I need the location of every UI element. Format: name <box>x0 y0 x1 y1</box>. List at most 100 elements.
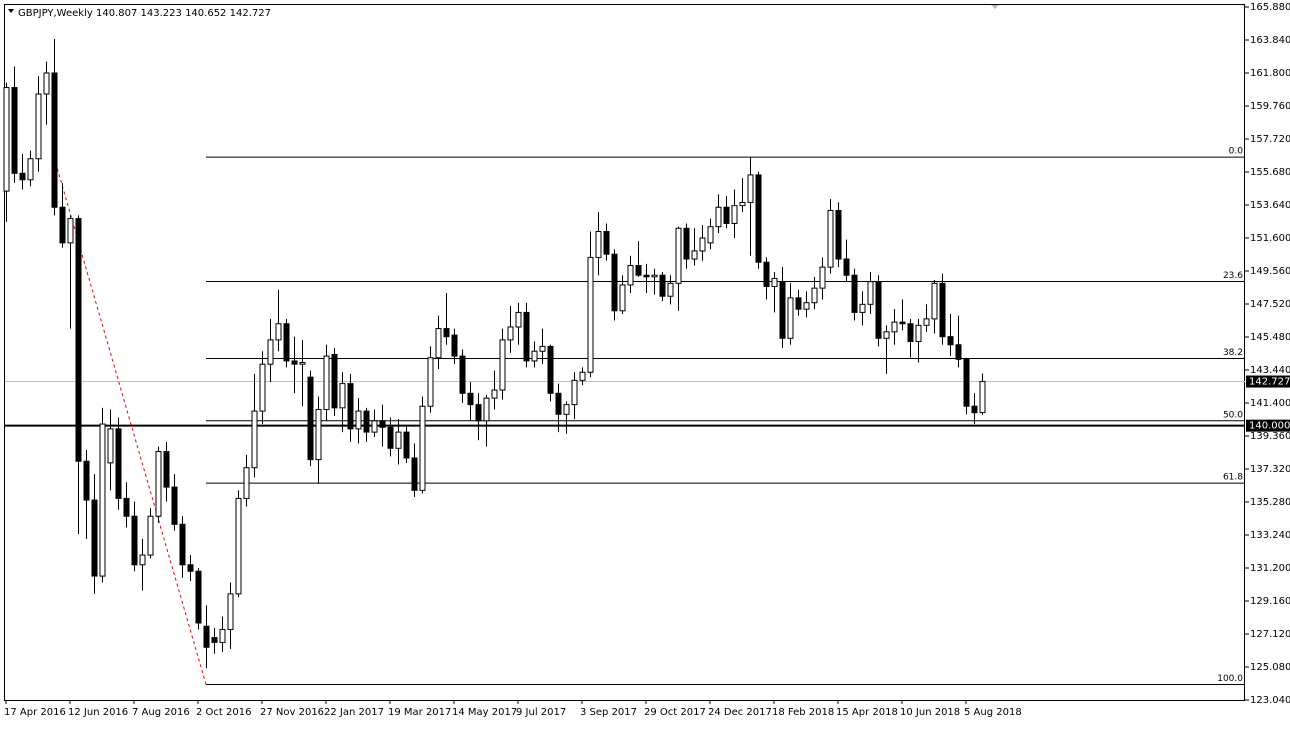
candle-body <box>307 376 314 461</box>
candle-body <box>115 428 122 499</box>
x-tick-label: 19 Mar 2017 <box>388 707 451 718</box>
candle-body <box>755 174 762 263</box>
candle-body <box>827 210 834 268</box>
candle-body <box>283 323 290 362</box>
price-tag-label: 142.727 <box>1249 377 1290 388</box>
candle-body <box>571 379 578 406</box>
x-tick-label: 27 Nov 2016 <box>260 707 324 718</box>
x-tick-label: 22 Jan 2017 <box>324 707 384 718</box>
candle-body <box>939 282 946 338</box>
candle-body <box>75 218 82 462</box>
candle-body <box>347 383 354 430</box>
candle-body <box>11 87 18 174</box>
header-open: 140.807 <box>96 8 137 19</box>
y-tick-label: 163.840 <box>1250 35 1290 46</box>
candle-body <box>339 383 346 409</box>
candle-body <box>83 460 90 501</box>
x-tick-label: 17 Apr 2016 <box>4 707 66 718</box>
candle-body <box>683 227 690 260</box>
candle-body <box>587 256 594 373</box>
candle-body <box>611 253 618 312</box>
y-tick-label: 133.240 <box>1250 530 1290 541</box>
candle-body <box>691 250 698 260</box>
y-tick-label: 157.720 <box>1250 134 1290 145</box>
candle-body <box>931 282 938 320</box>
candle-body <box>147 515 154 556</box>
candle-body <box>947 336 954 346</box>
candle-body <box>779 281 786 339</box>
x-tick-label: 3 Sep 2017 <box>580 707 637 718</box>
candle-body <box>707 226 714 244</box>
candle-body <box>99 423 106 577</box>
x-tick-label: 24 Dec 2017 <box>708 707 772 718</box>
candle-body <box>579 371 586 381</box>
candle-body <box>203 625 210 648</box>
candle-body <box>715 206 722 228</box>
candle-body <box>435 328 442 359</box>
candle-body <box>267 339 274 365</box>
candle-body <box>555 392 562 415</box>
candle-body <box>883 331 890 339</box>
y-tick-label: 131.200 <box>1250 563 1290 574</box>
candle-body <box>235 497 242 595</box>
candle-body <box>443 328 450 338</box>
candle-body <box>155 451 162 517</box>
x-tick-label: 12 Jun 2016 <box>68 707 128 718</box>
candle-body <box>299 362 306 365</box>
candle-body <box>547 345 554 394</box>
candle-body <box>563 404 570 415</box>
candle-body <box>619 284 626 312</box>
candle-body <box>923 318 930 326</box>
candle-body <box>35 93 42 160</box>
candle-body <box>659 274 666 297</box>
x-tick-label: 2 Oct 2016 <box>196 707 251 718</box>
y-tick-label: 129.160 <box>1250 596 1290 607</box>
y-tick-label: 127.120 <box>1250 629 1290 640</box>
candle-body <box>891 321 898 333</box>
x-tick-label: 29 Oct 2017 <box>644 707 706 718</box>
x-tick-label: 14 May 2017 <box>452 707 517 718</box>
candle-body <box>411 457 418 491</box>
candle-body <box>355 410 362 430</box>
candle-body <box>643 274 650 278</box>
candle-body <box>819 266 826 289</box>
candle-body <box>843 258 850 276</box>
candle-body <box>915 324 922 343</box>
fib-label: 38.2 <box>1223 348 1243 358</box>
x-tick-label: 18 Feb 2018 <box>772 707 834 718</box>
fib-label: 50.0 <box>1223 410 1243 420</box>
candle-body <box>499 339 506 391</box>
y-tick-label: 159.760 <box>1250 101 1290 112</box>
candle-body <box>195 570 202 624</box>
candle-body <box>899 321 906 325</box>
candle-body <box>451 334 458 357</box>
candle-body <box>803 302 810 310</box>
candle-body <box>483 397 490 422</box>
y-tick-label: 147.520 <box>1250 299 1290 310</box>
candle-body <box>3 87 10 192</box>
candle-body <box>515 311 522 328</box>
candle-body <box>43 72 50 95</box>
header-low: 140.652 <box>185 8 226 19</box>
symbol: GBPJPY,Weekly <box>18 8 93 19</box>
y-tick-label: 137.320 <box>1250 464 1290 475</box>
level-tag-label: 140.000 <box>1249 421 1290 432</box>
x-tick-label: 10 Jun 2018 <box>900 707 960 718</box>
candle-body <box>371 420 378 433</box>
candle-body <box>315 408 322 461</box>
candle-body <box>851 274 858 313</box>
candle-body <box>603 231 610 255</box>
x-tick-label: 15 Apr 2018 <box>836 707 898 718</box>
candle-body <box>795 297 802 310</box>
candle-body <box>539 345 546 352</box>
candle-body <box>323 355 330 410</box>
candle-body <box>523 311 530 362</box>
candle-body <box>91 499 98 577</box>
y-tick-label: 143.440 <box>1250 365 1290 376</box>
candle-body <box>243 467 250 499</box>
fib-label: 23.6 <box>1223 271 1243 281</box>
level-tag <box>1246 419 1290 432</box>
candle-body <box>635 265 642 276</box>
